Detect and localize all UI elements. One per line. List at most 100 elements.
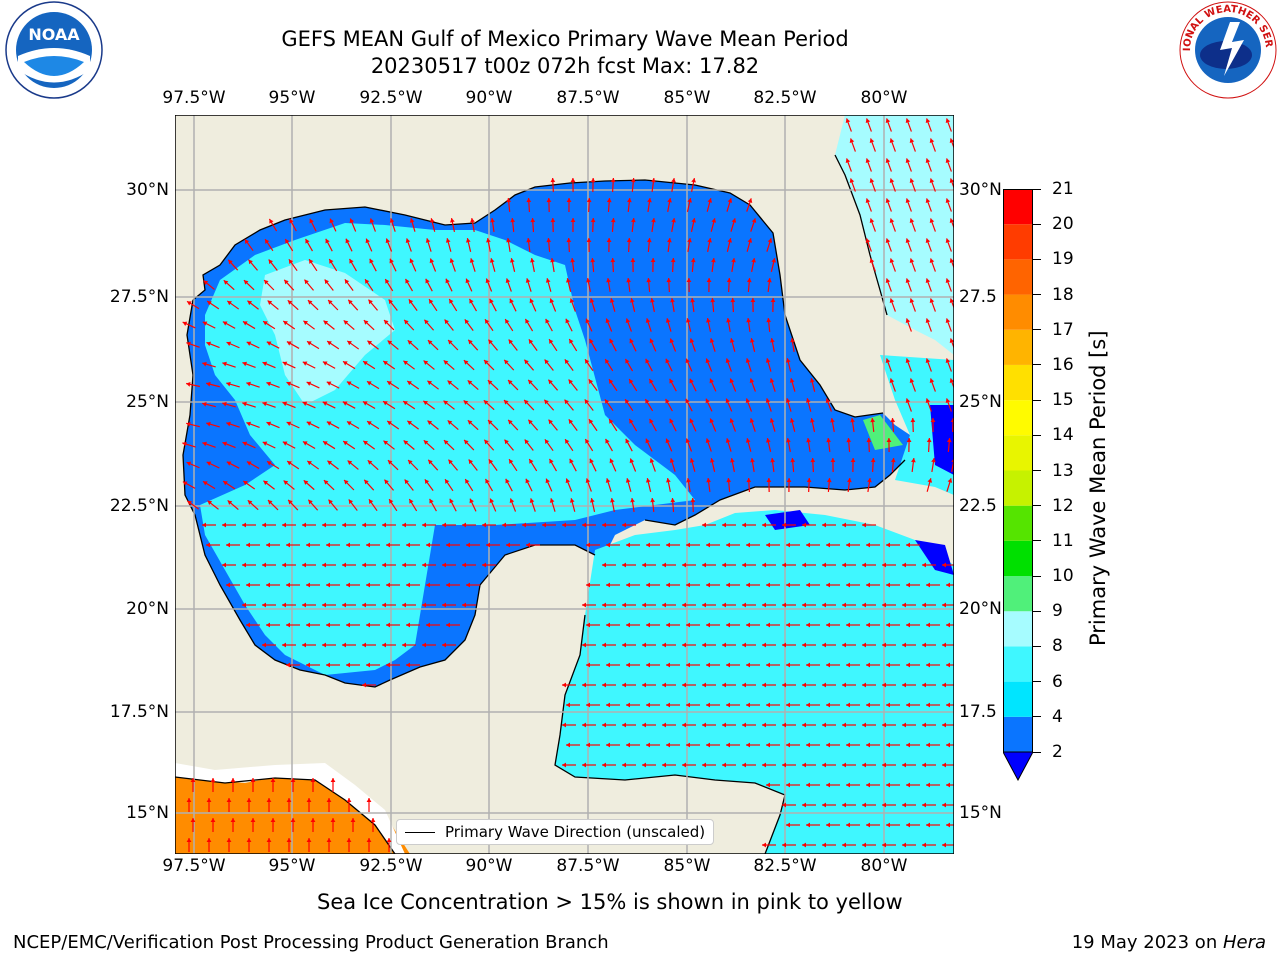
wave-direction-arrow [443,400,455,410]
wave-direction-arrow [949,338,954,350]
colorbar-tick-label: 2 [1052,742,1063,762]
wave-direction-arrow [826,782,840,788]
wave-direction-arrow [866,742,880,748]
wave-direction-arrow [186,798,192,812]
wave-direction-arrow [488,458,498,472]
wave-direction-arrow [650,298,655,312]
wave-direction-arrow [585,318,593,332]
wave-direction-arrow [610,257,616,273]
lon-label-bottom: 90°W [465,856,513,876]
colorbar-band [1003,576,1033,612]
wave-direction-arrow [902,762,916,768]
wave-direction-arrow [946,622,954,628]
wave-direction-arrow [387,340,399,350]
wave-direction-arrow [462,602,476,608]
wave-direction-arrow [622,522,636,528]
wave-direction-arrow [622,722,636,728]
wave-direction-arrow [564,399,574,411]
wave-direction-arrow [342,440,356,450]
wave-direction-arrow [666,478,671,492]
lon-label-top: 92.5°W [359,88,423,108]
legend-line-sample [405,831,435,833]
wave-direction-arrow [806,477,812,493]
wave-direction-arrow [609,338,617,352]
wave-direction-arrow [226,421,240,428]
wave-direction-arrow [326,838,332,852]
wave-direction-arrow [929,138,936,152]
wave-direction-arrow [182,441,196,448]
lat-label-left: 20°N [126,599,169,619]
wave-direction-arrow [462,522,476,528]
wave-direction-arrow [706,198,713,212]
wave-direction-arrow [849,138,856,152]
wave-direction-arrow [282,602,296,608]
wave-direction-arrow [287,499,299,511]
wave-direction-arrow [306,662,320,668]
wave-direction-arrow [606,702,620,708]
wave-direction-arrow [709,418,717,432]
wave-direction-arrow [329,218,337,232]
colorbar-tick-label: 4 [1052,706,1063,727]
wave-direction-arrow [906,622,920,628]
wave-direction-arrow [222,522,236,528]
wave-direction-arrow [909,138,916,152]
wave-direction-arrow [606,197,612,213]
wave-direction-arrow [622,762,636,768]
colorbar-tick-mark [1033,681,1041,683]
wave-direction-arrow [806,782,820,788]
wave-direction-arrow [562,522,576,528]
wave-direction-arrow [626,237,632,253]
wave-direction-arrow [549,498,556,512]
wave-direction-arrow [589,298,596,312]
wave-direction-arrow [504,318,514,332]
wave-direction-arrow [506,197,512,213]
wave-direction-arrow [527,419,539,431]
wave-direction-arrow [206,461,220,469]
wave-direction-arrow [909,178,916,192]
wave-direction-arrow [866,622,880,628]
wave-direction-arrow [866,437,872,453]
wave-direction-arrow [402,522,416,528]
wave-direction-arrow [342,401,356,409]
lon-label-bottom: 85°W [663,856,711,876]
wave-direction-arrow [464,478,474,492]
wave-direction-arrow [670,257,676,273]
wave-direction-arrow [466,542,480,548]
wave-direction-arrow [805,398,812,412]
wave-direction-arrow [243,279,255,291]
wave-direction-arrow [362,562,376,568]
wave-direction-arrow [590,217,596,233]
colorbar-band [1003,294,1033,330]
wave-direction-arrow [282,562,296,568]
wave-direction-arrow [622,682,636,688]
wave-direction-arrow [565,278,572,292]
colorbar-tick-mark [1033,188,1041,190]
wave-direction-arrow [606,742,620,748]
wave-direction-arrow [690,297,695,313]
wave-direction-arrow [368,498,378,512]
wave-direction-arrow [263,279,275,291]
wave-direction-arrow [949,178,954,190]
wave-direction-arrow [806,702,820,708]
wave-direction-arrow [922,562,936,568]
wave-direction-arrow [349,218,357,232]
wave-direction-arrow [882,762,896,768]
wave-direction-arrow [487,419,499,431]
wave-direction-arrow [304,279,314,291]
caribbean-blue-patch [765,510,810,530]
wave-direction-arrow [306,460,320,470]
wave-direction-arrow [725,358,732,372]
wave-direction-arrow [925,118,932,132]
wave-direction-arrow [222,562,236,568]
wave-direction-arrow [422,562,436,568]
wave-direction-arrow [384,479,394,491]
wave-direction-arrow [503,399,515,411]
wave-direction-arrow [662,642,676,648]
wave-direction-arrow [443,439,455,451]
colorbar-tick-mark [1033,751,1041,753]
wave-direction-arrow [508,458,518,472]
wave-direction-arrow [729,338,736,352]
wave-direction-arrow [909,258,916,272]
wave-direction-arrow [846,742,860,748]
noaa-logo-text: NOAA [28,25,80,44]
